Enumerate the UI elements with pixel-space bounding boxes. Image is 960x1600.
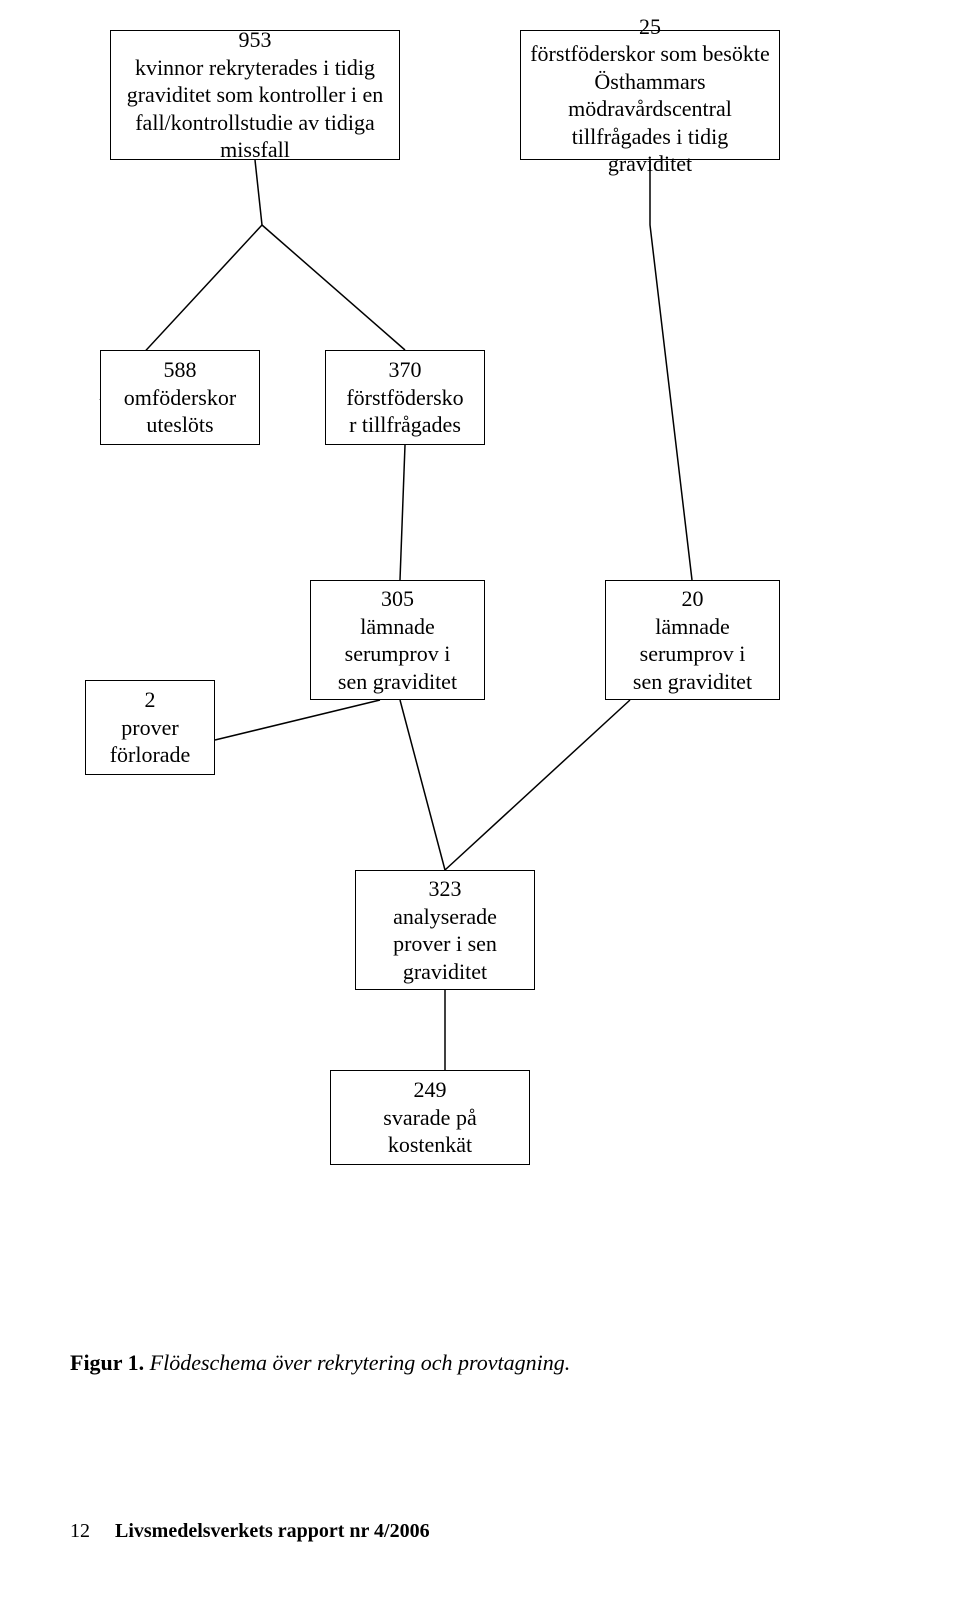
- node-c: 588omföderskoruteslöts: [100, 350, 260, 445]
- node-d-line-2: r tillfrågades: [349, 411, 461, 439]
- footer-text: Livsmedelsverkets rapport nr 4/2006: [115, 1520, 430, 1542]
- node-g-line-1: lämnade: [655, 613, 730, 641]
- flowchart-canvas: { "diagram": { "type": "flowchart", "can…: [0, 0, 960, 1600]
- node-h-line-1: analyserade: [393, 903, 497, 931]
- node-a-line-3: fall/kontrollstudie av tidiga: [135, 109, 375, 137]
- node-f-line-1: lämnade: [360, 613, 435, 641]
- node-h-line-0: 323: [429, 875, 462, 903]
- node-d-line-0: 370: [389, 356, 422, 384]
- node-b-line-0: 25: [639, 13, 661, 41]
- node-a-line-1: kvinnor rekryterades i tidig: [135, 54, 375, 82]
- node-e-line-1: prover: [121, 714, 178, 742]
- node-g-line-3: sen graviditet: [633, 668, 752, 696]
- node-b-line-2: Östhammars: [594, 68, 705, 96]
- node-c-line-1: omföderskor: [124, 384, 236, 412]
- node-d-line-1: förstfödersko: [346, 384, 463, 412]
- node-i-line-2: kostenkät: [388, 1131, 472, 1159]
- node-a-line-4: missfall: [220, 136, 290, 164]
- node-i-line-0: 249: [414, 1076, 447, 1104]
- node-c-line-2: uteslöts: [146, 411, 213, 439]
- node-c-line-0: 588: [164, 356, 197, 384]
- node-h-line-3: graviditet: [403, 958, 487, 986]
- node-g-line-2: serumprov i: [640, 640, 746, 668]
- node-f: 305lämnadeserumprov isen graviditet: [310, 580, 485, 700]
- node-a-line-2: graviditet som kontroller i en: [127, 81, 384, 109]
- node-i: 249svarade påkostenkät: [330, 1070, 530, 1165]
- figure-caption-text: Flödeschema över rekrytering och provtag…: [150, 1350, 571, 1375]
- node-b-line-4: tillfrågades i tidig graviditet: [529, 123, 771, 178]
- node-a: 953kvinnor rekryterades i tidiggravidite…: [110, 30, 400, 160]
- figure-label: Figur 1.: [70, 1350, 144, 1375]
- node-e-line-2: förlorade: [110, 741, 191, 769]
- node-h-line-2: prover i sen: [393, 930, 497, 958]
- page-footer: 12 Livsmedelsverkets rapport nr 4/2006: [70, 1520, 430, 1543]
- node-i-line-1: svarade på: [383, 1104, 476, 1132]
- node-g-line-0: 20: [682, 585, 704, 613]
- node-b-line-3: mödravårdscentral: [568, 95, 732, 123]
- node-b: 25förstföderskor som besökteÖsthammarsmö…: [520, 30, 780, 160]
- node-h: 323analyseradeprover i sengraviditet: [355, 870, 535, 990]
- node-f-line-3: sen graviditet: [338, 668, 457, 696]
- node-d: 370förstföderskor tillfrågades: [325, 350, 485, 445]
- page-number: 12: [70, 1520, 90, 1542]
- node-f-line-2: serumprov i: [345, 640, 451, 668]
- node-a-line-0: 953: [239, 26, 272, 54]
- node-f-line-0: 305: [381, 585, 414, 613]
- node-e-line-0: 2: [145, 686, 156, 714]
- node-g: 20lämnadeserumprov isen graviditet: [605, 580, 780, 700]
- node-b-line-1: förstföderskor som besökte: [530, 40, 770, 68]
- node-e: 2proverförlorade: [85, 680, 215, 775]
- figure-caption: Figur 1. Flödeschema över rekrytering oc…: [70, 1350, 570, 1376]
